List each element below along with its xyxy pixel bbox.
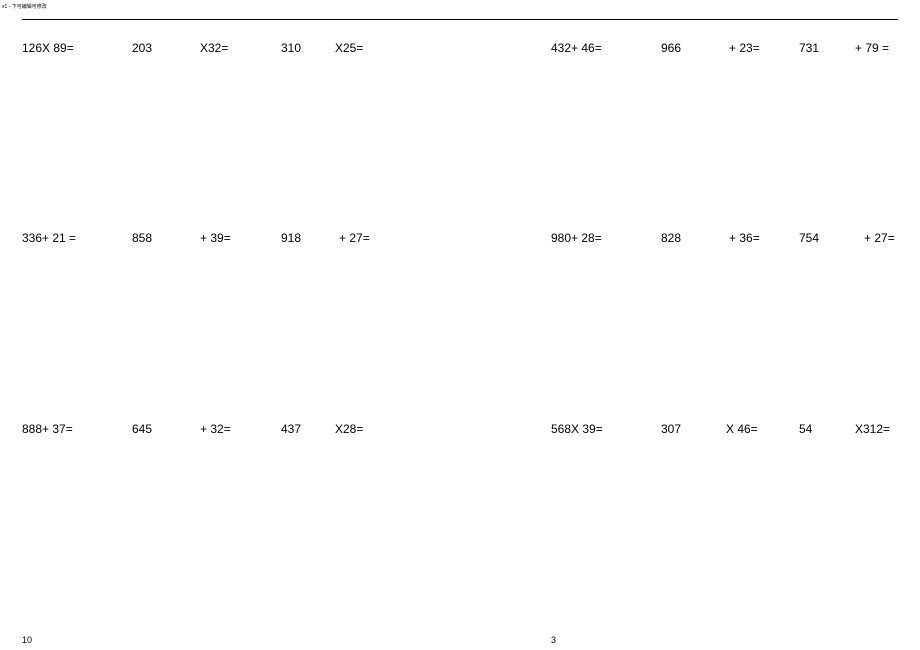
equation-cell: 54 [799,422,812,436]
equation-cell: 918 [281,231,301,245]
equation-cell: + 36= [729,231,760,245]
equation-cell: + 39= [200,231,231,245]
equation-row: 126X 89= 203 X32= 310 X25= 432+ 46= 966 + 23= 73… [22,41,898,57]
footer-left-number: 10 [22,635,32,645]
equation-row: 888+ 37= 645 + 32= 437 X28= 568X 39= 307 X 46= 5… [22,422,898,438]
content-area: 126X 89= 203 X32= 310 X25= 432+ 46= 966 + 23= 73… [22,33,898,628]
equation-cell: + 32= [200,422,231,436]
equation-cell: X 46= [726,422,758,436]
equation-cell: 336+ 21 = [22,231,76,245]
equation-cell: 888+ 37= [22,422,73,436]
equation-cell: 432+ 46= [551,41,602,55]
equation-cell: + 79 = [855,41,889,55]
equation-cell: X28= [335,422,363,436]
equation-cell: 310 [281,41,301,55]
equation-cell: X32= [200,41,228,55]
footer-right-number: 3 [551,635,556,645]
equation-cell: 307 [661,422,681,436]
equation-cell: 437 [281,422,301,436]
equation-cell: 828 [661,231,681,245]
equation-cell: 754 [799,231,819,245]
equation-cell: X25= [335,41,363,55]
equation-cell: 731 [799,41,819,55]
equation-cell: + 27= [339,231,370,245]
top-rule [22,19,898,20]
equation-cell: + 27= [864,231,895,245]
equation-cell: + 23= [729,41,760,55]
equation-cell: 126X 89= [22,41,74,55]
equation-cell: 203 [132,41,152,55]
equation-cell: X312= [855,422,890,436]
equation-cell: 645 [132,422,152,436]
equation-cell: 568X 39= [551,422,603,436]
top-label: x1 - 下可编辑可修改 [2,3,47,10]
equation-cell: 980+ 28= [551,231,602,245]
equation-cell: 966 [661,41,681,55]
equation-cell: 858 [132,231,152,245]
equation-row: 336+ 21 = 858 + 39= 918 + 27= 980+ 28= 828 + 36… [22,231,898,247]
